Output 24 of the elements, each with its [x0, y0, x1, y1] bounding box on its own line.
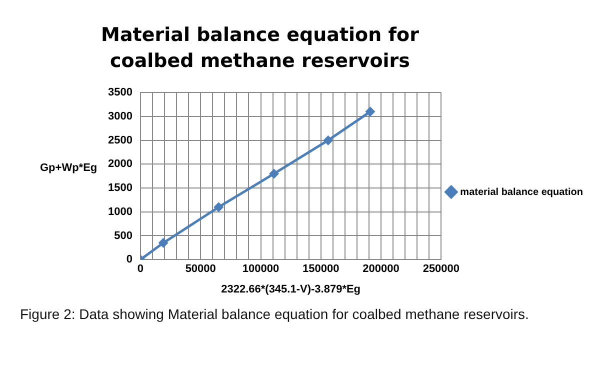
y-tick-label: 500 — [114, 230, 132, 242]
legend-label: material balance equation — [460, 186, 584, 198]
y-tick-label: 2000 — [108, 158, 132, 170]
y-tick-label: 0 — [126, 254, 132, 266]
x-tick-label: 100000 — [242, 263, 280, 276]
y-tick-label: 1500 — [108, 182, 132, 194]
y-tick-label: 2500 — [108, 134, 132, 146]
y-tick-label: 1000 — [108, 206, 132, 218]
point — [365, 106, 376, 117]
y-axis-title: Gp+Wp*Eg — [40, 162, 98, 174]
x-tick-label: 150000 — [302, 263, 340, 276]
point — [268, 168, 279, 179]
y-tick-label: 3500 — [108, 86, 132, 99]
y-tick-label: 3000 — [108, 110, 132, 122]
x-tick-label: 0 — [137, 263, 144, 276]
chart-title: Material balance equation for coalbed methane reservoirs — [100, 23, 420, 74]
x-tick-label: 200000 — [362, 263, 400, 276]
caption: Figure 2: Data showing Material balance equation for coalbed methane reservoirs. — [20, 305, 530, 324]
x-axis-title: 2322.66*(345.1-V)-3.879*Eg — [221, 283, 361, 296]
point — [158, 238, 168, 248]
x-tick-label: 50000 — [185, 263, 216, 276]
x-tick-label: 250000 — [422, 263, 460, 276]
point — [323, 135, 334, 146]
point — [214, 202, 224, 212]
